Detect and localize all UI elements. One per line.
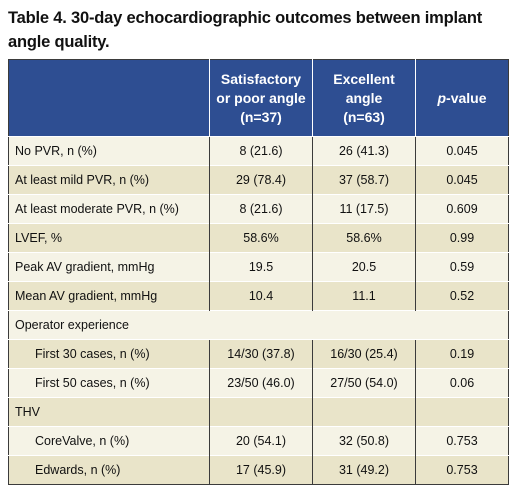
- cell-satisfactory: 58.6%: [209, 223, 313, 253]
- row-label: First 30 cases, n (%): [8, 339, 210, 369]
- cell-p-value: [415, 397, 509, 427]
- cell-p-value: 0.753: [415, 426, 509, 456]
- cell-p-value: 0.609: [415, 194, 509, 224]
- row-label: Peak AV gradient, mmHg: [8, 252, 210, 282]
- table-row: Peak AV gradient, mmHg 19.5 20.5 0.59: [8, 252, 509, 282]
- cell-satisfactory: 29 (78.4): [209, 165, 313, 195]
- cell-p-value: 0.59: [415, 252, 509, 282]
- table-row: At least moderate PVR, n (%) 8 (21.6) 11…: [8, 194, 509, 224]
- cell-satisfactory: 10.4: [209, 281, 313, 311]
- row-label: Edwards, n (%): [8, 455, 210, 485]
- cell-excellent: 31 (49.2): [312, 455, 416, 485]
- cell-p-value: 0.06: [415, 368, 509, 398]
- header-satisfactory-poor-angle: Satisfactory or poor angle (n=37): [209, 59, 313, 137]
- cell-p-value: 0.045: [415, 165, 509, 195]
- table-row: First 30 cases, n (%) 14/30 (37.8) 16/30…: [8, 339, 509, 369]
- cell-satisfactory: 8 (21.6): [209, 136, 313, 166]
- p-italic: p: [437, 89, 447, 106]
- header-p-value: p-value: [415, 59, 509, 137]
- header-text: (n=37): [240, 108, 282, 125]
- cell-p-value: 0.753: [415, 455, 509, 485]
- cell-excellent: 11 (17.5): [312, 194, 416, 224]
- table-row: LVEF, % 58.6% 58.6% 0.99: [8, 223, 509, 253]
- table-row: Edwards, n (%) 17 (45.9) 31 (49.2) 0.753: [8, 455, 509, 485]
- cell-p-value: 0.52: [415, 281, 509, 311]
- cell-satisfactory: 23/50 (46.0): [209, 368, 313, 398]
- outcomes-table: Satisfactory or poor angle (n=37) Excell…: [8, 59, 509, 485]
- cell-excellent: 20.5: [312, 252, 416, 282]
- cell-satisfactory: 8 (21.6): [209, 194, 313, 224]
- row-label: LVEF, %: [8, 223, 210, 253]
- cell-p-value: 0.19: [415, 339, 509, 369]
- cell-excellent: 26 (41.3): [312, 136, 416, 166]
- p-value-suffix: -value: [446, 89, 487, 106]
- table-section-row: THV: [8, 397, 509, 427]
- cell-excellent: [312, 397, 416, 427]
- header-excellent-angle: Excellent angle (n=63): [312, 59, 416, 137]
- row-label: No PVR, n (%): [8, 136, 210, 166]
- header-text: Satisfactory: [220, 70, 302, 87]
- cell-excellent: 58.6%: [312, 223, 416, 253]
- row-label: CoreValve, n (%): [8, 426, 210, 456]
- row-label: At least mild PVR, n (%): [8, 165, 210, 195]
- row-label: Mean AV gradient, mmHg: [8, 281, 210, 311]
- row-label: At least moderate PVR, n (%): [8, 194, 210, 224]
- table-header: Satisfactory or poor angle (n=37) Excell…: [8, 59, 509, 137]
- cell-p-value: 0.045: [415, 136, 509, 166]
- cell-p-value: [415, 310, 509, 340]
- section-label: THV: [8, 397, 210, 427]
- cell-satisfactory: 20 (54.1): [209, 426, 313, 456]
- header-row: Satisfactory or poor angle (n=37) Excell…: [8, 59, 509, 137]
- cell-satisfactory: [209, 397, 313, 427]
- table-body: No PVR, n (%) 8 (21.6) 26 (41.3) 0.045 A…: [8, 136, 509, 485]
- table-row: No PVR, n (%) 8 (21.6) 26 (41.3) 0.045: [8, 136, 509, 166]
- cell-satisfactory: 14/30 (37.8): [209, 339, 313, 369]
- cell-excellent: 27/50 (54.0): [312, 368, 416, 398]
- header-text: or poor angle: [216, 89, 306, 106]
- table-row: Mean AV gradient, mmHg 10.4 11.1 0.52: [8, 281, 509, 311]
- table-row: At least mild PVR, n (%) 29 (78.4) 37 (5…: [8, 165, 509, 195]
- row-label: First 50 cases, n (%): [8, 368, 210, 398]
- table-row: CoreValve, n (%) 20 (54.1) 32 (50.8) 0.7…: [8, 426, 509, 456]
- section-label: Operator experience: [8, 310, 210, 340]
- table-caption: Table 4. 30-day echocardiographic outcom…: [8, 6, 508, 54]
- cell-excellent: 16/30 (25.4): [312, 339, 416, 369]
- cell-excellent: [312, 310, 416, 340]
- cell-satisfactory: 17 (45.9): [209, 455, 313, 485]
- header-text: Excellent: [333, 70, 395, 87]
- cell-excellent: 37 (58.7): [312, 165, 416, 195]
- cell-excellent: 11.1: [312, 281, 416, 311]
- header-text: (n=63): [343, 108, 385, 125]
- header-text: angle: [345, 89, 383, 106]
- cell-satisfactory: 19.5: [209, 252, 313, 282]
- caption-line-1: Table 4. 30-day echocardiographic outcom…: [8, 9, 483, 27]
- caption-line-2: angle quality.: [8, 33, 110, 51]
- header-label-column: [8, 59, 210, 137]
- cell-satisfactory: [209, 310, 313, 340]
- table-row: First 50 cases, n (%) 23/50 (46.0) 27/50…: [8, 368, 509, 398]
- table-section-row: Operator experience: [8, 310, 509, 340]
- cell-p-value: 0.99: [415, 223, 509, 253]
- cell-excellent: 32 (50.8): [312, 426, 416, 456]
